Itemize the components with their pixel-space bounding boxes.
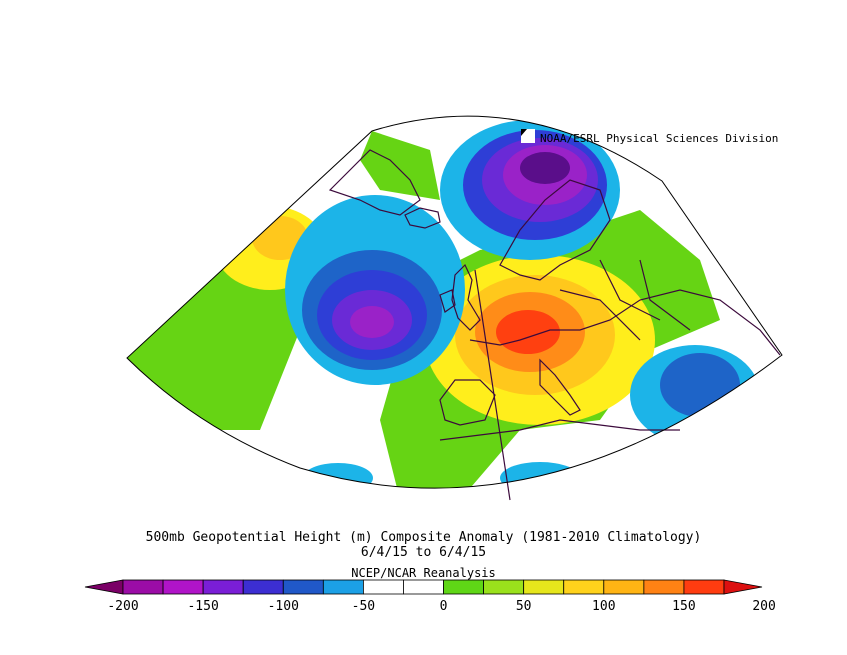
italy-coast	[539, 358, 581, 416]
colorbar-tick-label: 150	[672, 599, 696, 614]
colorbar-swatch	[122, 579, 164, 595]
colorbar-tick-label: 0	[439, 599, 448, 614]
colorbar-swatch	[523, 579, 565, 595]
colorbar-swatch	[483, 579, 525, 595]
colorbar-arrow-min	[84, 579, 124, 595]
colorbar-swatch	[202, 579, 244, 595]
meridian-line	[474, 269, 511, 501]
colorbar-swatch	[242, 579, 284, 595]
coastlines	[328, 149, 781, 501]
colorbar-swatch	[563, 579, 605, 595]
negative-anomaly-light-south-2	[500, 462, 580, 489]
colorbar-tick-label: -100	[267, 599, 299, 614]
europe-coast	[469, 289, 781, 356]
map-date-range: 6/4/15 to 6/4/15	[360, 545, 487, 560]
scandinavia-coast	[499, 179, 611, 281]
colorbar-tick-label: -150	[187, 599, 219, 614]
country-borders-east	[559, 259, 691, 341]
colorbar-tick-label: 100	[592, 599, 616, 614]
iceland-coast	[404, 207, 441, 229]
map-title: 500mb Geopotential Height (m) Composite …	[145, 530, 702, 545]
map-source: NCEP/NCAR Reanalysis	[351, 566, 496, 580]
colorbar-tick-label: -50	[351, 599, 376, 614]
africa-coast	[439, 419, 680, 441]
negative-anomaly-deep-north	[520, 152, 570, 184]
colorbar	[84, 579, 763, 595]
negative-anomaly-purple-atlantic	[350, 306, 394, 338]
greenland-coast	[328, 149, 421, 216]
colorbar-swatch	[643, 579, 685, 595]
colorbar-tick-label: 50	[515, 599, 532, 614]
colorbar-swatch	[443, 579, 484, 595]
iberia-coast	[439, 379, 496, 426]
colorbar-tick-label: 200	[752, 599, 776, 614]
ireland-coast	[439, 289, 456, 313]
colorbar-swatch	[603, 579, 645, 595]
colorbar-swatch	[403, 579, 444, 595]
positive-anomaly-green-north	[360, 131, 440, 200]
negative-anomaly-mid-east	[660, 353, 740, 417]
credit-corner	[521, 129, 527, 136]
positive-anomaly-red-europe	[496, 310, 560, 354]
colorbar-swatch	[683, 579, 725, 595]
credit-label: NOAA/ESRL Physical Sciences Division	[540, 132, 779, 145]
credit-marker	[521, 129, 535, 143]
colorbar-swatch	[362, 579, 404, 595]
colorbar-swatch	[162, 579, 204, 595]
colorbar-swatch	[282, 579, 324, 595]
colorbar-arrow-max	[723, 579, 763, 595]
map-boundary	[126, 115, 783, 489]
colorbar-swatch	[322, 579, 364, 595]
colorbar-tick-label: -200	[107, 599, 139, 614]
